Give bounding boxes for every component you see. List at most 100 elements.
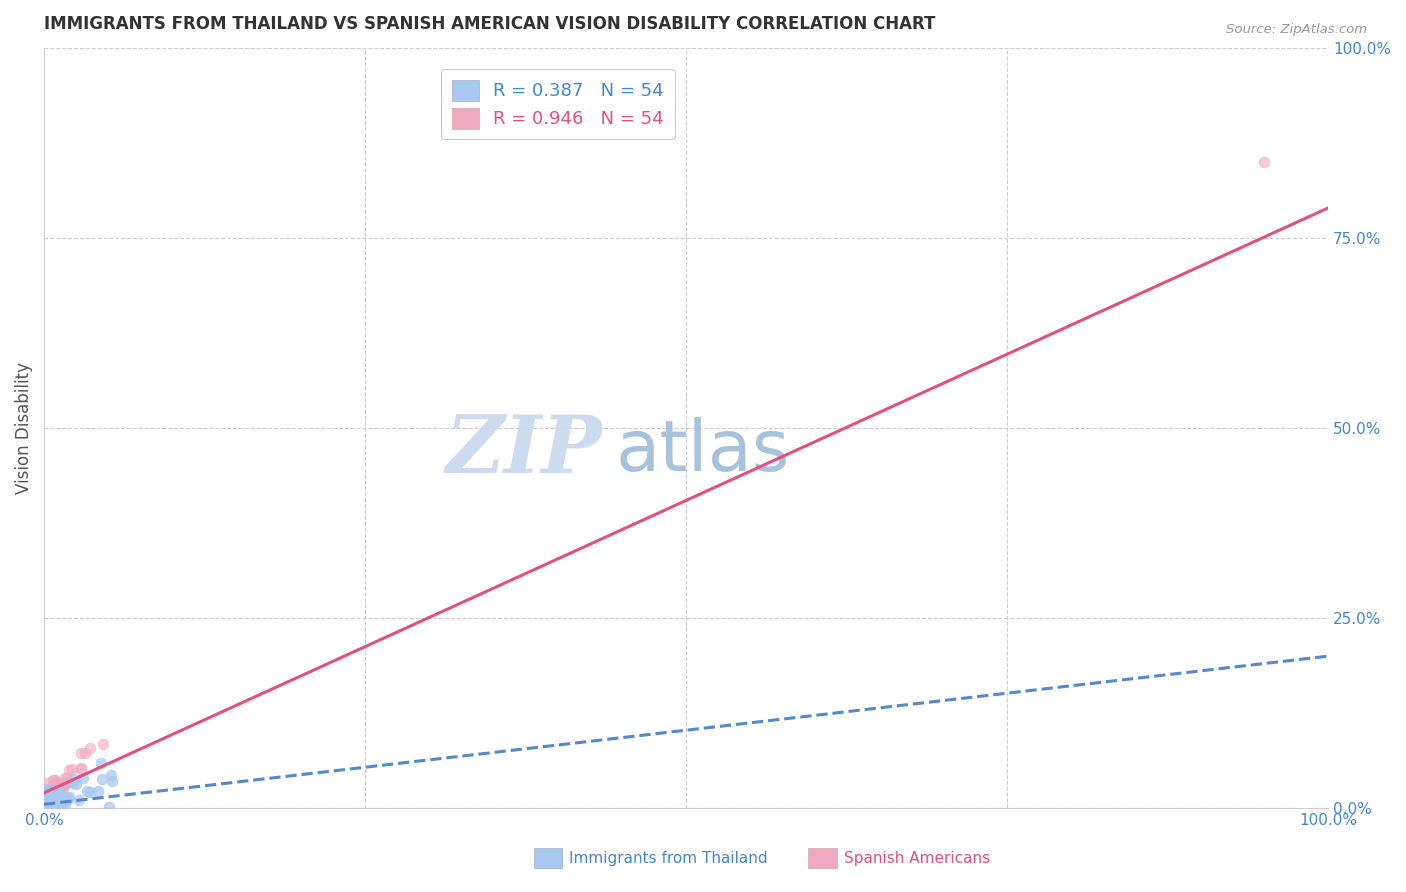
Text: Source: ZipAtlas.com: Source: ZipAtlas.com [1226,23,1367,37]
Point [37,789,59,803]
Point [38,795,60,809]
Point [41,789,63,804]
Point [46,784,69,798]
Point [41,789,63,803]
Point [79,740,101,755]
Point [98,800,121,814]
Point [69,762,91,776]
Point [53,797,76,811]
Point [34,797,56,811]
Point [41,786,63,800]
Point [39,789,62,804]
Point [38,782,60,797]
Point [44,792,66,806]
Point [100,768,122,782]
Point [48,776,70,790]
Point [48,800,70,814]
Point [39,787,62,801]
Point [34,781,56,796]
Point [51,789,73,803]
Point [42,773,65,788]
Point [44,773,66,788]
Point [87,783,110,797]
Point [37,781,59,796]
Point [37,800,59,814]
Point [34,801,56,815]
Point [55,776,77,790]
Point [39,789,62,804]
Point [37,793,59,807]
Legend: R = 0.387   N = 54, R = 0.946   N = 54: R = 0.387 N = 54, R = 0.946 N = 54 [441,69,675,139]
Point [44,785,66,799]
Point [51,796,73,810]
Point [56,792,79,806]
Y-axis label: Vision Disability: Vision Disability [15,362,32,494]
Point [51,797,73,812]
Point [35,799,58,814]
Point [37,786,59,800]
Point [34,797,56,812]
Point [34,784,56,798]
Point [49,780,72,794]
Point [34,794,56,808]
Text: Spanish Americans: Spanish Americans [844,851,990,865]
Point [45,786,67,800]
Point [60,763,83,777]
Point [45,786,67,800]
Point [39,795,62,809]
Point [51,789,73,803]
Point [42,782,65,797]
Point [42,781,65,796]
Point [37,796,59,810]
Point [44,783,66,797]
Point [75,746,97,760]
Point [49,778,72,792]
Point [35,800,58,814]
Point [91,772,114,786]
Point [48,797,70,812]
Point [100,773,122,788]
Point [56,771,79,785]
Point [44,789,66,803]
Text: Immigrants from Thailand: Immigrants from Thailand [569,851,768,865]
Point [39,787,62,801]
Point [42,783,65,797]
Point [37,793,59,807]
Point [58,763,80,777]
Point [39,787,62,801]
Text: IMMIGRANTS FROM THAILAND VS SPANISH AMERICAN VISION DISABILITY CORRELATION CHART: IMMIGRANTS FROM THAILAND VS SPANISH AMER… [44,15,935,33]
Point [65,777,87,791]
Point [45,785,67,799]
Point [37,794,59,808]
Point [46,783,69,797]
Point [70,761,93,775]
Point [39,791,62,805]
Point [46,790,69,805]
Point [53,771,76,785]
Point [76,784,98,798]
Point [38,792,60,806]
Point [52,778,75,792]
Point [46,790,69,805]
Point [72,771,94,785]
Point [37,782,59,797]
Point [52,780,75,794]
Point [41,788,63,802]
Point [34,797,56,811]
Point [39,788,62,802]
Point [1253,155,1275,169]
Point [91,738,114,752]
Point [37,788,59,802]
Point [62,776,84,790]
Point [37,776,59,790]
Point [79,785,101,799]
Point [34,790,56,805]
Point [42,791,65,805]
Point [55,789,77,804]
Point [44,774,66,789]
Point [51,781,73,796]
Text: ZIP: ZIP [446,412,603,490]
Text: atlas: atlas [616,417,790,485]
Point [90,756,112,771]
Point [35,798,58,813]
